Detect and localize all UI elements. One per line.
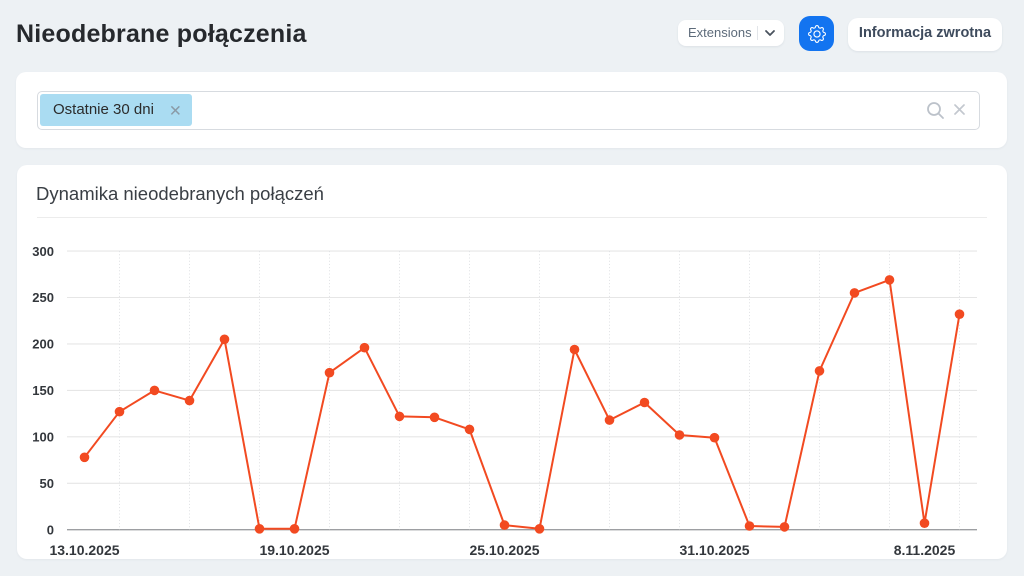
svg-text:150: 150 xyxy=(32,383,54,398)
svg-text:100: 100 xyxy=(32,430,54,445)
svg-text:0: 0 xyxy=(47,522,54,537)
svg-text:19.10.2025: 19.10.2025 xyxy=(259,542,329,558)
svg-text:25.10.2025: 25.10.2025 xyxy=(469,542,539,558)
svg-text:250: 250 xyxy=(32,290,54,305)
svg-text:13.10.2025: 13.10.2025 xyxy=(49,542,119,558)
svg-text:50: 50 xyxy=(40,476,54,491)
svg-text:31.10.2025: 31.10.2025 xyxy=(679,542,749,558)
svg-text:300: 300 xyxy=(32,244,54,259)
svg-text:200: 200 xyxy=(32,337,54,352)
svg-text:8.11.2025: 8.11.2025 xyxy=(894,542,956,558)
